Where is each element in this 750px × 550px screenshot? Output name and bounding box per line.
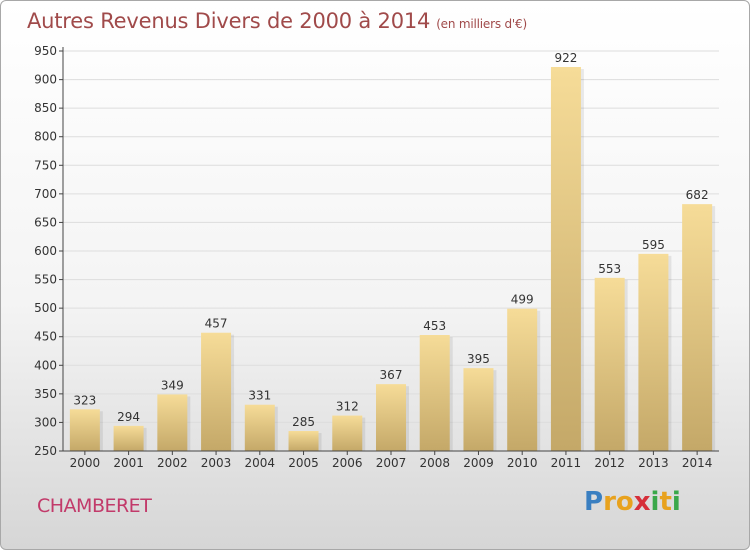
x-tick-label-2006: 2006 bbox=[332, 456, 363, 470]
x-tick-label-2009: 2009 bbox=[463, 456, 494, 470]
x-tick-label-2008: 2008 bbox=[419, 456, 450, 470]
data-label-2012: 553 bbox=[598, 262, 621, 276]
bar-2010 bbox=[507, 308, 538, 451]
data-label-2011: 922 bbox=[554, 51, 577, 65]
y-tick-label-850: 850 bbox=[34, 101, 57, 115]
bar-2011 bbox=[550, 67, 581, 451]
y-tick-label-950: 950 bbox=[34, 44, 57, 58]
y-tick-label-650: 650 bbox=[34, 215, 57, 229]
bar-2000 bbox=[69, 409, 100, 451]
x-tick-label-2013: 2013 bbox=[638, 456, 669, 470]
data-label-2006: 312 bbox=[336, 400, 359, 414]
axes: 250 300 350 400 450 500 550 600 650 700 750 800 850 9… bbox=[34, 44, 719, 470]
x-tick-label-2012: 2012 bbox=[594, 456, 625, 470]
bar-2009 bbox=[463, 368, 494, 451]
bar-2003 bbox=[201, 332, 232, 451]
data-label-2008: 453 bbox=[423, 319, 446, 333]
data-label-2000: 323 bbox=[73, 393, 96, 407]
data-label-2009: 395 bbox=[467, 352, 490, 366]
x-tick-label-2010: 2010 bbox=[507, 456, 538, 470]
data-label-2004: 331 bbox=[248, 389, 271, 403]
bars bbox=[69, 67, 716, 451]
x-tick-label-2000: 2000 bbox=[70, 456, 101, 470]
data-label-2007: 367 bbox=[380, 368, 403, 382]
y-tick-label-750: 750 bbox=[34, 158, 57, 172]
chart-title: Autres Revenus Divers de 2000 à 2014 (en … bbox=[27, 9, 527, 33]
y-tick-label-250: 250 bbox=[34, 444, 57, 458]
data-label-2005: 285 bbox=[292, 415, 315, 429]
y-tick-label-450: 450 bbox=[34, 330, 57, 344]
data-label-2003: 457 bbox=[205, 317, 228, 331]
bar-2002 bbox=[157, 394, 188, 451]
bar-2007 bbox=[376, 384, 406, 451]
y-tick-label-700: 700 bbox=[34, 187, 57, 201]
bar-2008 bbox=[419, 335, 450, 451]
data-labels: 323 294 349 457 331 285 312 367 453 395 499 922 553 5… bbox=[73, 51, 708, 429]
x-tick-label-2003: 2003 bbox=[201, 456, 232, 470]
data-label-2002: 349 bbox=[161, 378, 184, 392]
y-tick-label-550: 550 bbox=[34, 273, 57, 287]
data-label-2001: 294 bbox=[117, 410, 140, 424]
y-tick-label-350: 350 bbox=[34, 387, 57, 401]
bar-2013 bbox=[638, 253, 669, 451]
x-tick-label-2002: 2002 bbox=[157, 456, 188, 470]
bar-2014 bbox=[682, 204, 713, 451]
x-tick-label-2007: 2007 bbox=[376, 456, 407, 470]
commune-name: CHAMBERET bbox=[37, 495, 152, 517]
data-label-2014: 682 bbox=[686, 188, 709, 202]
bar-2005 bbox=[288, 431, 319, 451]
y-tick-label-500: 500 bbox=[34, 301, 57, 315]
bar-2001 bbox=[113, 425, 144, 451]
proxiti-logo[interactable]: Proxiti bbox=[584, 487, 681, 517]
data-label-2013: 595 bbox=[642, 238, 665, 252]
x-tick-label-2005: 2005 bbox=[288, 456, 319, 470]
x-tick-label-2004: 2004 bbox=[245, 456, 276, 470]
data-label-2010: 499 bbox=[511, 293, 534, 307]
bar-2006 bbox=[332, 415, 363, 451]
y-tick-label-800: 800 bbox=[34, 130, 57, 144]
bar-2004 bbox=[244, 404, 275, 451]
y-tick-label-900: 900 bbox=[34, 73, 57, 87]
y-tick-label-400: 400 bbox=[34, 358, 57, 372]
x-tick-label-2001: 2001 bbox=[113, 456, 144, 470]
chart-title-text: Autres Revenus Divers de 2000 à 2014 bbox=[27, 9, 431, 33]
y-tick-label-600: 600 bbox=[34, 244, 57, 258]
bar-2012 bbox=[594, 277, 625, 451]
y-tick-label-300: 300 bbox=[34, 415, 57, 429]
x-tick-label-2011: 2011 bbox=[551, 456, 582, 470]
x-tick-label-2014: 2014 bbox=[682, 456, 713, 470]
bar-chart: 323 294 349 457 331 285 312 367 453 395 499 922 553 5… bbox=[34, 44, 719, 470]
chart-subtitle: (en milliers d'€) bbox=[436, 17, 527, 31]
